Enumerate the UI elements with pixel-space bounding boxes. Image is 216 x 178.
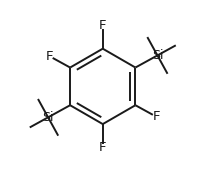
Text: Si: Si	[42, 111, 54, 124]
Text: F: F	[99, 141, 106, 154]
Text: F: F	[99, 19, 106, 32]
Text: F: F	[46, 50, 53, 63]
Text: Si: Si	[152, 49, 163, 62]
Text: F: F	[152, 110, 160, 123]
